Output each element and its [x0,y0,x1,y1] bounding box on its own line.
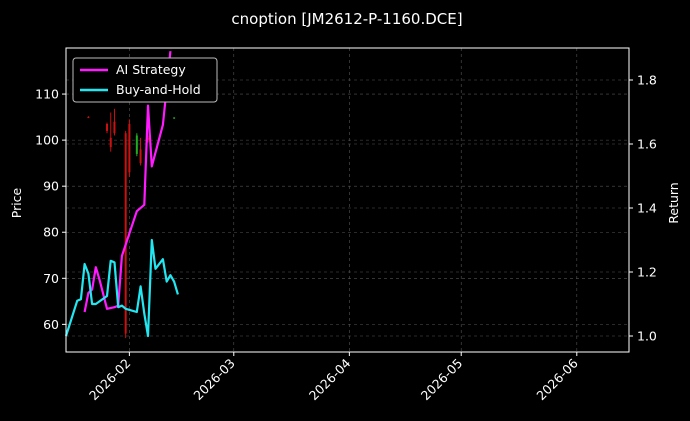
legend-box [72,57,218,103]
y-right-axis-label: Return [666,182,681,223]
y-left-tick-label: 110 [35,87,59,102]
candle-body [124,133,127,334]
candle-body [113,121,116,134]
y-right-tick-label: 1.8 [637,73,657,88]
candle-body [173,117,176,119]
y-left-tick-label: 100 [35,133,59,148]
candles [87,108,176,339]
candle-body [139,149,142,164]
y-right-tick-label: 1.2 [637,265,657,280]
chart-title: cnoption [JM2612-P-1160.DCE] [231,10,462,28]
legend: AI Strategy Buy-and-Hold [72,57,218,103]
candle-body [128,124,131,173]
candle-body [87,117,90,119]
y-left-tick-label: 60 [43,317,59,332]
y-right-tick-label: 1.6 [637,137,657,152]
candle-body [106,124,109,131]
legend-label-buy-and-hold: Buy-and-Hold [116,82,201,97]
candle-body [135,135,138,154]
y-right-tick-label: 1.0 [637,329,657,344]
y-left-tick-label: 80 [43,225,59,240]
legend-label-ai-strategy: AI Strategy [116,62,186,77]
right-axis-ticks: 1.0 1.2 1.4 1.6 1.8 [629,73,657,344]
y-left-axis-label: Price [9,187,24,218]
left-axis-ticks: 60 70 80 90 100 110 [35,87,66,332]
grid [66,48,629,352]
series-line-buy-and-hold [64,238,179,338]
candle-body [147,137,150,141]
series-lines [64,51,179,338]
plot-frame [65,47,630,353]
y-left-tick-label: 70 [43,271,59,286]
candle-body [109,137,112,148]
y-right-tick-label: 1.4 [637,201,657,216]
y-left-tick-label: 90 [43,179,59,194]
